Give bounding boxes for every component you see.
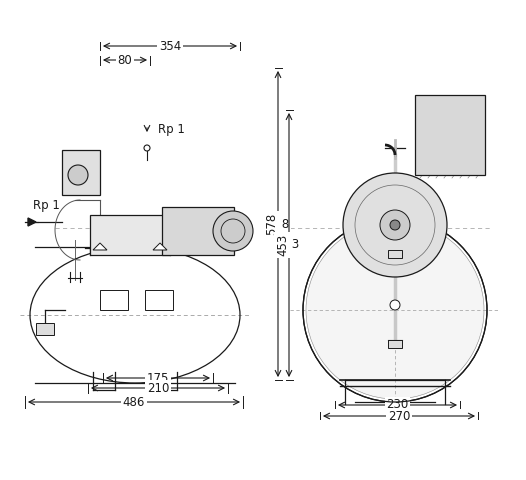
FancyBboxPatch shape (388, 340, 402, 348)
Polygon shape (153, 243, 167, 250)
FancyBboxPatch shape (415, 95, 485, 175)
Circle shape (380, 210, 410, 240)
Text: 175: 175 (147, 372, 169, 384)
FancyBboxPatch shape (36, 323, 54, 335)
Text: 210: 210 (147, 382, 169, 395)
Circle shape (68, 165, 88, 185)
Text: 453: 453 (277, 234, 289, 256)
Text: 578: 578 (267, 217, 289, 230)
Text: 453: 453 (278, 239, 300, 252)
FancyBboxPatch shape (162, 207, 234, 255)
Text: 230: 230 (387, 398, 409, 411)
Text: 486: 486 (123, 396, 145, 408)
FancyBboxPatch shape (62, 150, 100, 195)
Text: Rp 1: Rp 1 (33, 200, 60, 213)
Circle shape (144, 145, 150, 151)
Text: 578: 578 (266, 213, 278, 235)
FancyBboxPatch shape (388, 250, 402, 258)
Text: 354: 354 (159, 39, 181, 52)
FancyBboxPatch shape (90, 215, 170, 255)
Text: 80: 80 (118, 53, 133, 67)
Circle shape (306, 221, 484, 399)
Circle shape (343, 173, 447, 277)
Text: 270: 270 (388, 409, 410, 422)
Circle shape (213, 211, 253, 251)
Polygon shape (93, 243, 107, 250)
Text: Rp 1: Rp 1 (158, 123, 185, 136)
Circle shape (390, 300, 400, 310)
Circle shape (390, 220, 400, 230)
Polygon shape (28, 218, 36, 226)
